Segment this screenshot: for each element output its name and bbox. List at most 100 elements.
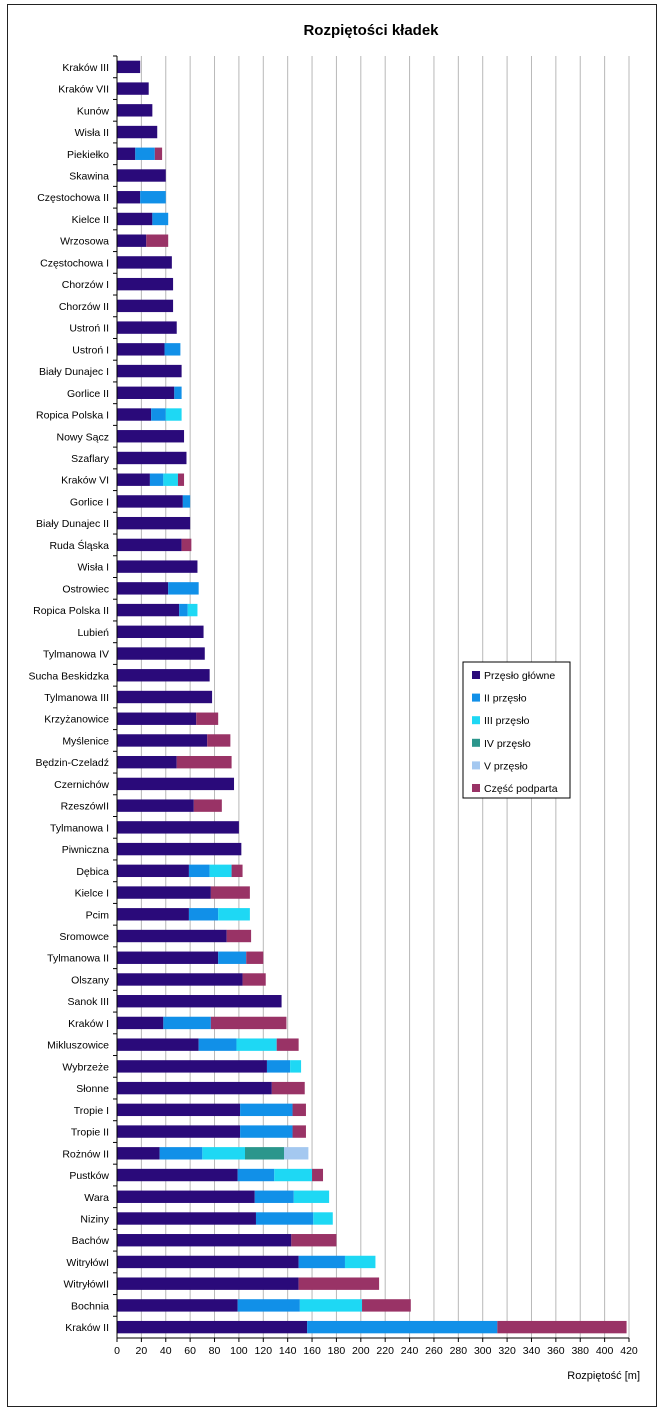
category-label: Kielce I	[75, 888, 109, 900]
x-axis-title: Rozpiętość [m]	[567, 1370, 640, 1382]
bar-segment	[240, 1125, 293, 1138]
bar-segment	[226, 929, 252, 943]
bar-segment	[117, 495, 183, 508]
bar-segment	[117, 690, 213, 704]
bar-segment	[344, 1255, 376, 1269]
bar-segment	[117, 560, 198, 573]
bar-segment	[117, 473, 150, 486]
category-label: Gorlice II	[67, 388, 109, 400]
bar-segment	[117, 1320, 308, 1334]
category-label: Czernichów	[54, 779, 109, 791]
bar-segment	[117, 1103, 241, 1117]
legend-swatch	[472, 738, 480, 747]
category-label: Rożnów II	[62, 1148, 109, 1160]
category-label: Słonne	[76, 1083, 109, 1095]
bar-segment	[117, 864, 189, 878]
bar-segment	[117, 755, 177, 769]
category-label: Wisła I	[78, 562, 110, 574]
bar-segment	[177, 473, 185, 486]
bar-segment	[307, 1320, 498, 1334]
bar-segment	[242, 973, 266, 986]
bar-segment	[117, 799, 194, 812]
category-label: Sromowce	[59, 931, 109, 943]
category-label: Tropie II	[71, 1127, 109, 1139]
x-tick-label: 280	[450, 1345, 468, 1357]
category-label: Ropica Polska II	[33, 605, 109, 617]
bar-segment	[193, 799, 222, 812]
category-label: Piekiełko	[67, 149, 109, 161]
x-tick-label: 320	[498, 1345, 516, 1357]
category-label: Częstochowa I	[40, 257, 109, 269]
x-tick-label: 340	[523, 1345, 541, 1357]
bar-segment	[117, 1060, 267, 1073]
bar-segment	[117, 1234, 292, 1247]
category-label: WitryłówII	[64, 1279, 110, 1291]
legend-swatch	[472, 671, 480, 679]
category-label: Ustroń I	[72, 344, 109, 356]
axes	[113, 55, 630, 1342]
bar-segment	[149, 473, 164, 486]
category-label: Wrzosowa	[60, 236, 109, 248]
bar-segment	[159, 1147, 203, 1160]
bar-segment	[362, 1299, 411, 1312]
bar-segment	[117, 1147, 160, 1160]
category-label: Ruda Śląska	[49, 539, 109, 552]
category-label: RzeszówII	[61, 801, 109, 813]
bar-segment	[117, 364, 182, 378]
bar-segment	[187, 603, 198, 617]
x-tick-label: 400	[596, 1345, 614, 1357]
category-label: Kraków VI	[61, 475, 109, 487]
bar-segment	[117, 125, 158, 139]
bar-segment	[117, 821, 239, 834]
bar-segment	[117, 908, 189, 921]
bar-segment	[207, 734, 231, 747]
category-label: Piwniczna	[62, 844, 109, 856]
bar-segment	[266, 1060, 291, 1073]
legend-label: Część podparta	[484, 783, 558, 795]
bar-segment	[117, 451, 187, 465]
x-tick-label: 120	[255, 1345, 273, 1357]
bar-segment	[117, 1081, 272, 1095]
legend-label: Przęsło główne	[484, 670, 555, 682]
bar-segment	[188, 908, 219, 921]
bar-segment	[117, 191, 141, 204]
bar-segment	[165, 408, 182, 421]
bar-segment	[152, 212, 169, 226]
category-label: Kraków I	[68, 1018, 109, 1030]
x-tick-label: 60	[184, 1345, 196, 1357]
bar-segment	[292, 1125, 306, 1138]
bar-segment	[117, 212, 153, 226]
bar-segment	[151, 408, 166, 421]
bar-segment	[210, 886, 250, 899]
legend-swatch	[472, 716, 480, 725]
bar-segment	[284, 1147, 309, 1160]
category-label: Ropica Polska I	[36, 410, 109, 422]
category-label: Tylmanowa I	[50, 822, 109, 834]
x-tick-label: 200	[352, 1345, 370, 1357]
category-label: Wybrzeże	[62, 1061, 109, 1073]
chart-title: Rozpiętości kładek	[303, 22, 439, 39]
category-label: Bachów	[72, 1235, 110, 1247]
bar-segment	[117, 516, 191, 530]
bar-segment	[146, 234, 169, 247]
bar-segment	[293, 1190, 330, 1203]
bar-segment	[117, 104, 153, 117]
bar-segment	[182, 495, 191, 508]
x-tick-label: 160	[303, 1345, 321, 1357]
legend-swatch	[472, 761, 480, 770]
bar-segment	[274, 1168, 313, 1182]
x-tick-label: 420	[620, 1345, 638, 1357]
category-label: Pcim	[86, 909, 110, 921]
bar-segment	[236, 1038, 277, 1051]
legend-label: V przęsło	[484, 760, 528, 772]
x-tick-label: 380	[571, 1345, 589, 1357]
category-label: Olszany	[71, 974, 110, 986]
bar-segment	[117, 147, 136, 160]
bar-segment	[117, 995, 282, 1008]
bar-segment	[117, 408, 152, 421]
category-label: Skawina	[69, 171, 109, 183]
bar-segment	[117, 603, 180, 617]
bar-segment	[140, 191, 166, 204]
bar-segment	[291, 1234, 337, 1247]
x-tick-label: 100	[230, 1345, 248, 1357]
